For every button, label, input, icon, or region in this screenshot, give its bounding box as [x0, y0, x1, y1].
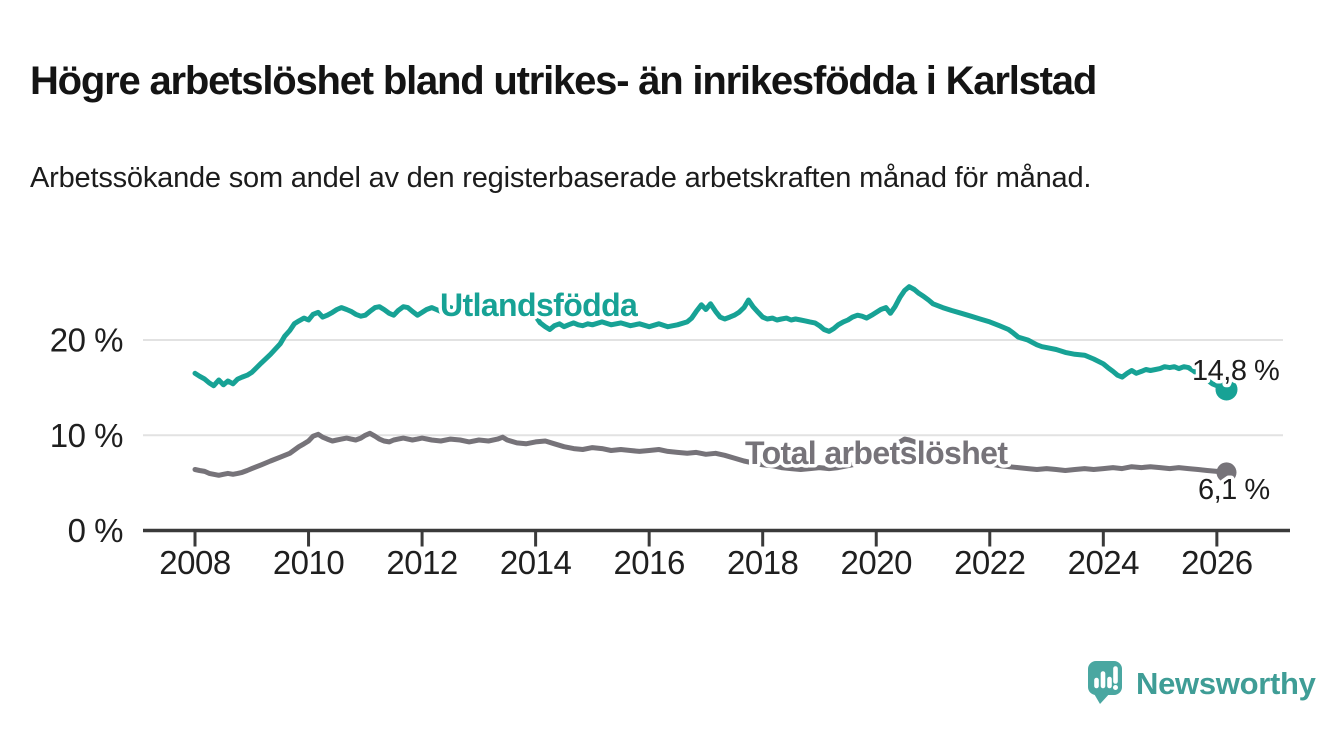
- series-label-total-arbetsloshet: Total arbetslöshet: [745, 435, 1008, 471]
- page-subtitle: Arbetssökande som andel av den registerb…: [30, 162, 1092, 194]
- page-title: Högre arbetslöshet bland utrikes- än inr…: [30, 58, 1097, 103]
- end-value-label-utlandsfodda: 14,8 %: [1192, 355, 1279, 387]
- latest-point-dot: [1216, 462, 1237, 483]
- end-value-label-total-arbetsloshet: 6,1 %: [1198, 474, 1270, 506]
- x-axis-label: 2022: [954, 544, 1025, 581]
- newsworthy-wordmark: Newsworthy: [1136, 666, 1317, 701]
- y-axis-label: 10 %: [50, 417, 123, 454]
- x-axis-label: 2020: [841, 544, 913, 581]
- x-axis-label: 2012: [386, 544, 457, 581]
- newsworthy-brand: Newsworthy: [1088, 661, 1317, 704]
- x-axis-label: 2010: [273, 544, 345, 581]
- data-line-utlandsfodda: [192, 284, 1229, 392]
- x-axis-label: 2024: [1068, 544, 1140, 581]
- x-axis-label: 2016: [613, 544, 684, 581]
- x-axis-label: 2014: [500, 544, 572, 581]
- x-axis-ticks: 2008 2010 2012 2014 2016 2018 2020 2022 2024 2026: [159, 531, 1253, 581]
- newsworthy-logo-icon: [1088, 661, 1122, 704]
- logo-bars-icon: [1094, 671, 1112, 689]
- series-label-utlandsfodda: Utlandsfödda: [440, 287, 638, 323]
- y-axis-label: 20 %: [50, 322, 123, 359]
- data-line-total-arbetsloshet: [192, 430, 1229, 478]
- latest-point-dot: [1215, 378, 1238, 401]
- data-series: [192, 284, 1238, 483]
- x-axis-label: 2018: [727, 544, 798, 581]
- gridlines: 20 % 10 % 0 %: [50, 322, 1283, 549]
- x-axis-label: 2008: [159, 544, 230, 581]
- y-axis-label: 0 %: [68, 512, 124, 549]
- x-axis-label: 2026: [1181, 544, 1252, 581]
